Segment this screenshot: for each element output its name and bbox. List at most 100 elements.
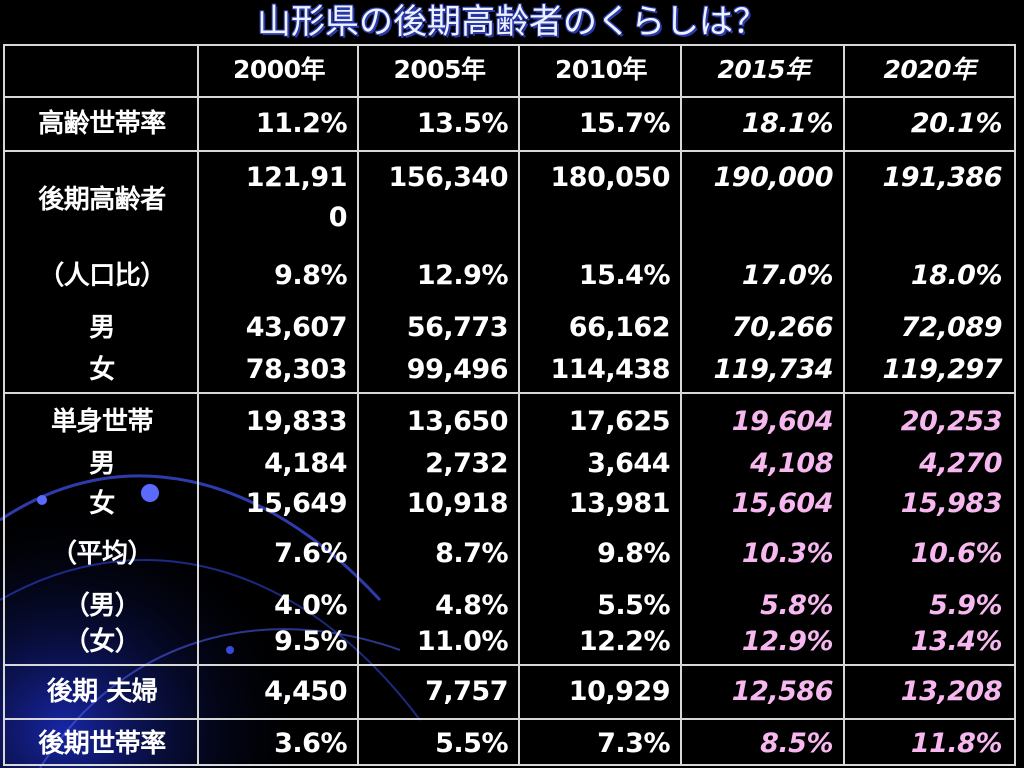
row-label: 女 — [89, 355, 115, 385]
cell-line: 121,91 — [245, 162, 348, 193]
page-title: 山形県の後期高齢者のくらしは？ — [257, 2, 767, 42]
table-row-average: （平均） 7.6% 8.7% 9.8% 10.3% 10.6% — [5, 534, 1014, 578]
row-label: 男 — [89, 449, 115, 479]
table-cell: 12,586 — [731, 676, 834, 707]
table-cell: 119,734 — [713, 354, 834, 385]
table-row-rate: 高齢世帯率 11.2% 13.5% 15.7% 18.1% 20.1% — [5, 104, 1014, 152]
table-cell: 13.4% — [910, 626, 1003, 657]
table-cell: 99,496 — [406, 354, 509, 385]
table-cell: 66,162 — [568, 312, 671, 343]
table-cell: 20.1% — [910, 108, 1003, 139]
table-row-avg-female: （女） 9.5% 11.0% 12.2% 12.9% 13.4% — [5, 622, 1014, 662]
table-row-late-household-rate: 後期世帯率 3.6% 5.5% 7.3% 8.5% 11.8% — [5, 724, 1014, 766]
table-cell: 43,607 — [245, 312, 348, 343]
row-label: 単身世帯 — [50, 407, 154, 437]
table-cell: 5.8% — [760, 590, 833, 621]
table-cell: 5.9% — [929, 590, 1002, 621]
table-cell: 15.7% — [578, 108, 671, 139]
table-cell: 114,438 — [550, 354, 671, 385]
table-row-population-ratio: （人口比） 9.8% 12.9% 15.4% 17.0% 18.0% — [5, 256, 1014, 300]
table-cell: 180,050 — [550, 162, 671, 193]
table-cell: 9.8% — [597, 538, 670, 569]
table-cell: 12.2% — [578, 626, 671, 657]
row-divider — [5, 392, 1014, 394]
header-2015: 2015年 — [717, 55, 810, 84]
table-cell: 12.9% — [741, 626, 834, 657]
table-cell: 5.5% — [435, 728, 508, 759]
table-cell: 7.6% — [274, 538, 347, 569]
table-cell: 15,983 — [900, 488, 1003, 519]
table-cell: 4,108 — [750, 448, 833, 479]
column-divider — [843, 46, 845, 764]
header-2005: 2005年 — [393, 55, 486, 84]
table-cell: 19,833 — [245, 406, 348, 437]
table-cell: 10,918 — [406, 488, 509, 519]
cell-line: 0 — [328, 202, 348, 233]
row-divider — [5, 96, 1014, 98]
table-cell: 15,649 — [245, 488, 348, 519]
table-cell: 4.0% — [274, 590, 347, 621]
table-cell: 78,303 — [245, 354, 348, 385]
table-cell: 191,386 — [882, 162, 1003, 193]
row-label: （女） — [63, 627, 141, 657]
header-2010: 2010年 — [554, 55, 648, 84]
row-label: 後期 夫婦 — [46, 677, 158, 707]
table-cell: 121,91 0 — [199, 158, 359, 242]
row-divider — [5, 664, 1014, 666]
table-cell: 11.8% — [910, 728, 1003, 759]
row-label: （平均） — [50, 539, 154, 569]
table-cell: 13,650 — [406, 406, 509, 437]
table-cell: 7.3% — [597, 728, 670, 759]
table-cell: 4,184 — [264, 448, 347, 479]
column-divider — [197, 46, 199, 764]
table-cell: 3,644 — [587, 448, 670, 479]
header-2000: 2000年 — [232, 55, 326, 84]
header-2020: 2020年 — [883, 55, 976, 84]
table-row-avg-male: （男） 4.0% 4.8% 5.5% 5.8% 5.9% — [5, 586, 1014, 626]
table-cell: 2,732 — [425, 448, 508, 479]
row-label: 女 — [89, 489, 115, 519]
table-cell: 11.2% — [255, 108, 348, 139]
table-cell: 18.0% — [910, 260, 1003, 291]
row-label: 高齢世帯率 — [38, 109, 166, 139]
row-divider — [5, 718, 1014, 720]
table-row-single-female: 女 15,649 10,918 13,981 15,604 15,983 — [5, 484, 1014, 526]
table-cell: 20,253 — [900, 406, 1003, 437]
column-divider — [680, 46, 682, 764]
table-cell: 190,000 — [713, 162, 834, 193]
data-table: 2000年 2005年 2010年 2015年 2020年 高齢世帯率 11.2… — [3, 44, 1016, 766]
table-cell: 12.9% — [416, 260, 509, 291]
table-cell: 13,208 — [900, 676, 1003, 707]
table-cell: 10.6% — [910, 538, 1003, 569]
table-cell: 7,757 — [425, 676, 508, 707]
table-row-couples: 後期 夫婦 4,450 7,757 10,929 12,586 13,208 — [5, 672, 1014, 716]
table-cell: 10.3% — [741, 538, 834, 569]
table-cell: 9.5% — [274, 626, 347, 657]
table-cell: 156,340 — [388, 162, 509, 193]
table-cell: 4.8% — [435, 590, 508, 621]
header-row: 2000年 2005年 2010年 2015年 2020年 — [5, 50, 1014, 98]
row-label: 男 — [89, 313, 115, 343]
table-cell: 70,266 — [731, 312, 834, 343]
table-cell: 15,604 — [731, 488, 834, 519]
table-cell: 5.5% — [597, 590, 670, 621]
table-row-single-households: 単身世帯 19,833 13,650 17,625 19,604 20,253 — [5, 402, 1014, 444]
table-cell: 10,929 — [568, 676, 671, 707]
row-divider — [5, 150, 1014, 152]
row-label: 後期世帯率 — [38, 729, 166, 759]
table-cell: 17,625 — [568, 406, 671, 437]
table-row-male: 男 43,607 56,773 66,162 70,266 72,089 — [5, 308, 1014, 350]
table-row-late-elderly: 後期高齢者 121,91 0 156,340 180,050 190,000 1… — [5, 158, 1014, 242]
row-label: （人口比） — [38, 261, 166, 291]
table-cell: 3.6% — [274, 728, 347, 759]
table-row-female: 女 78,303 99,496 114,438 119,734 119,297 — [5, 350, 1014, 392]
table-cell: 13,981 — [568, 488, 671, 519]
column-divider — [357, 46, 359, 764]
table-cell: 119,297 — [882, 354, 1003, 385]
table-cell: 19,604 — [731, 406, 834, 437]
table-cell: 8.7% — [435, 538, 508, 569]
column-divider — [518, 46, 520, 764]
table-cell: 9.8% — [274, 260, 347, 291]
row-label: 後期高齢者 — [38, 185, 166, 215]
